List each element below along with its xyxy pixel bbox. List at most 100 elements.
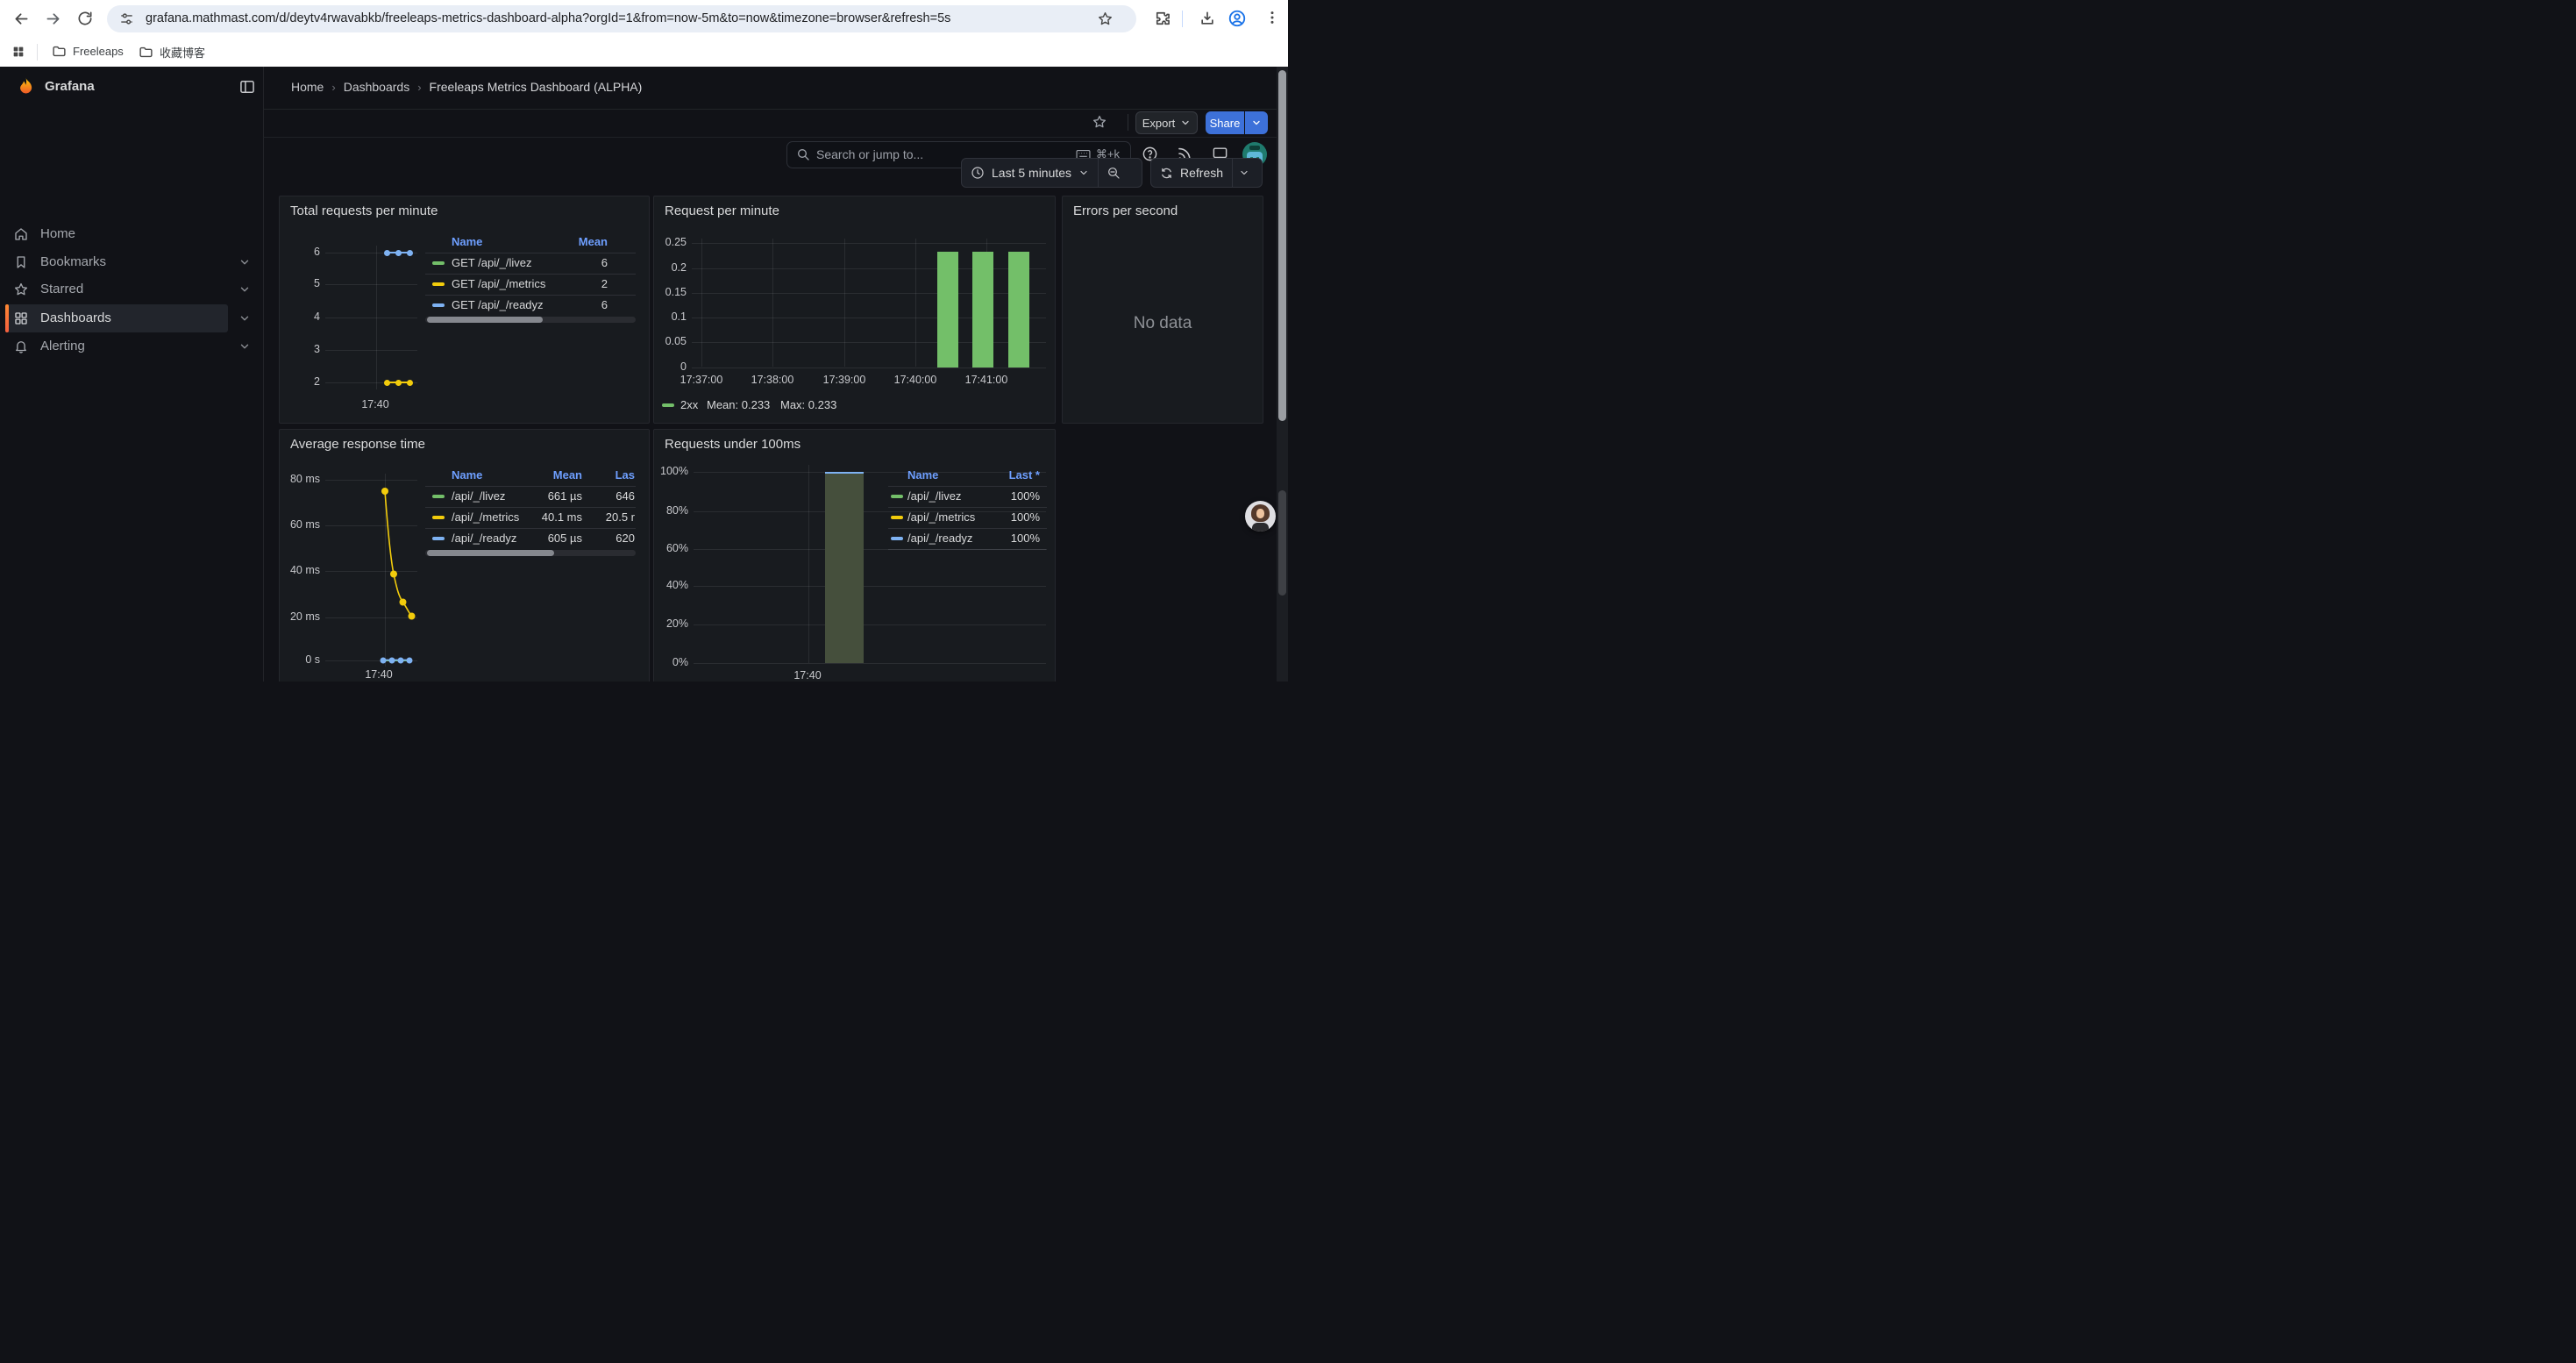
active-indicator xyxy=(5,304,9,332)
panel-errors-per-second: Errors per second No data xyxy=(1062,196,1263,424)
breadcrumb: Home › Dashboards › Freeleaps Metrics Da… xyxy=(291,80,642,94)
legend-series-name[interactable]: 2xx xyxy=(680,398,698,411)
download-icon[interactable] xyxy=(1199,10,1216,27)
forward-icon[interactable] xyxy=(44,10,62,28)
toolbar-separator xyxy=(1182,11,1183,27)
bookmark-folder-label: Freeleaps xyxy=(73,45,124,58)
export-button[interactable]: Export xyxy=(1135,111,1198,134)
chevron-down-icon[interactable] xyxy=(238,256,251,268)
site-settings-icon[interactable] xyxy=(119,11,134,26)
sidebar-item-home[interactable]: Home xyxy=(0,220,256,248)
bar-2xx[interactable] xyxy=(1008,252,1029,368)
apps-grid-icon[interactable] xyxy=(11,45,25,59)
url-bar[interactable]: grafana.mathmast.com/d/deytv4rwavabkb/fr… xyxy=(107,5,1136,32)
bookmark-star-icon[interactable] xyxy=(1097,11,1114,27)
bookmark-folder-blogs[interactable]: 收藏博客 xyxy=(139,44,205,61)
series-color-pill xyxy=(891,495,903,498)
sidebar-item-alerting[interactable]: Alerting xyxy=(0,332,256,360)
grafana-logo[interactable] xyxy=(15,76,37,98)
series-color-pill xyxy=(662,403,674,407)
favorite-star-icon[interactable] xyxy=(1092,114,1107,130)
series-color-pill xyxy=(432,261,445,265)
bar-2xx[interactable] xyxy=(972,252,993,368)
breadcrumb-dashboards[interactable]: Dashboards xyxy=(344,80,410,94)
panel-requests-under-100ms: Requests under 100ms 100% 80% 60% 40% 20… xyxy=(653,429,1056,682)
series-color-pill xyxy=(432,303,445,307)
legend-header-name[interactable]: Name xyxy=(907,468,938,482)
chart-plot[interactable]: 0.25 0.2 0.15 0.1 0.05 0 17:37:00 17:38:… xyxy=(654,196,1057,425)
legend-series-name[interactable]: /api/_/livez xyxy=(907,489,961,503)
bookmark-icon xyxy=(13,254,29,270)
refresh-button[interactable]: Refresh xyxy=(1151,166,1232,180)
bar-under-100ms[interactable] xyxy=(825,472,864,664)
legend-header-last[interactable]: Las xyxy=(587,468,635,482)
share-dropdown-button[interactable] xyxy=(1245,111,1268,134)
legend-mean: Mean: 0.233 xyxy=(707,398,770,411)
panel-total-requests: Total requests per minute 6 5 4 3 2 17:4… xyxy=(279,196,650,424)
breadcrumb-separator: › xyxy=(324,81,343,94)
assistant-avatar-widget[interactable] xyxy=(1245,501,1276,532)
page-scrollbar[interactable] xyxy=(1277,67,1288,682)
content-divider xyxy=(263,137,1277,138)
series-color-pill xyxy=(891,537,903,540)
nav-divider xyxy=(263,67,264,109)
page-scrollbar-thumb[interactable] xyxy=(1278,70,1286,421)
sidebar-item-dashboards[interactable]: Dashboards xyxy=(0,304,256,332)
grafana-top-nav: Grafana Home › Dashboards › Freeleaps Me… xyxy=(0,67,1288,110)
url-text: grafana.mathmast.com/d/deytv4rwavabkb/fr… xyxy=(146,11,950,25)
series-color-pill xyxy=(432,495,445,498)
legend: 2xx Mean: 0.233 Max: 0.233 xyxy=(654,396,1057,414)
series-color-pill xyxy=(891,516,903,519)
legend-header-mean[interactable]: Mean xyxy=(495,468,582,482)
refresh-interval-dropdown[interactable] xyxy=(1233,168,1256,178)
legend-table: Name Mean Las /api/_/livez 661 µs 646 /a… xyxy=(425,461,636,567)
chevron-down-icon xyxy=(1251,118,1262,128)
sidebar-toggle-icon[interactable] xyxy=(238,78,256,96)
legend-header-last[interactable]: Last * xyxy=(987,468,1040,482)
breadcrumb-home[interactable]: Home xyxy=(291,80,324,94)
refresh-icon xyxy=(1160,167,1173,180)
series-color-pill xyxy=(432,282,445,286)
zoom-out-button[interactable] xyxy=(1099,166,1128,180)
time-range-picker[interactable]: Last 5 minutes xyxy=(962,166,1098,180)
screen: grafana.mathmast.com/d/deytv4rwavabkb/fr… xyxy=(0,0,1288,682)
back-icon[interactable] xyxy=(12,10,31,28)
legend-header-name[interactable]: Name xyxy=(452,235,482,248)
bookmark-folder-label: 收藏博客 xyxy=(160,44,205,61)
refresh-label: Refresh xyxy=(1180,166,1223,180)
sidebar-item-starred[interactable]: Starred xyxy=(0,275,256,303)
bookmark-folder-freeleaps[interactable]: Freeleaps xyxy=(52,44,124,59)
bar-2xx[interactable] xyxy=(937,252,958,368)
chevron-down-icon[interactable] xyxy=(238,312,251,325)
chart-plot[interactable]: 6 5 4 3 2 17:40 xyxy=(280,228,420,421)
sidebar-item-bookmarks[interactable]: Bookmarks xyxy=(0,248,256,276)
folder-icon xyxy=(52,44,67,59)
panel-title[interactable]: Total requests per minute xyxy=(290,203,438,218)
breadcrumb-current: Freeleaps Metrics Dashboard (ALPHA) xyxy=(430,80,643,94)
bell-icon xyxy=(13,339,29,354)
search-icon xyxy=(796,147,810,161)
panel-title[interactable]: Errors per second xyxy=(1073,203,1178,218)
legend-series-name[interactable]: /api/_/metrics xyxy=(907,510,975,524)
bookmarks-separator xyxy=(37,44,38,61)
refresh-group: Refresh xyxy=(1150,158,1263,188)
chevron-down-icon xyxy=(1180,118,1191,128)
search-placeholder: Search or jump to... xyxy=(816,147,923,161)
extensions-icon[interactable] xyxy=(1154,10,1171,27)
share-button[interactable]: Share xyxy=(1206,111,1244,134)
chevron-down-icon[interactable] xyxy=(238,340,251,353)
profile-icon[interactable] xyxy=(1228,9,1247,28)
legend-series-name[interactable]: /api/_/readyz xyxy=(907,532,972,545)
time-range-group: Last 5 minutes xyxy=(961,158,1142,188)
panel-avg-response-time: Average response time 80 ms 60 ms 40 ms … xyxy=(279,429,650,682)
legend-scrollbar-thumb[interactable] xyxy=(427,550,554,556)
chevron-down-icon[interactable] xyxy=(238,283,251,296)
sidebar: Home Bookmarks Starred Dashboards Alerti… xyxy=(0,109,264,682)
legend-scrollbar-thumb[interactable] xyxy=(427,317,543,323)
star-icon xyxy=(13,282,29,297)
browser-menu-icon[interactable] xyxy=(1263,9,1281,26)
reload-icon[interactable] xyxy=(76,10,94,27)
legend-header-name[interactable]: Name xyxy=(452,468,482,482)
series-color-pill xyxy=(432,537,445,540)
legend-header-mean[interactable]: Mean xyxy=(520,235,608,248)
